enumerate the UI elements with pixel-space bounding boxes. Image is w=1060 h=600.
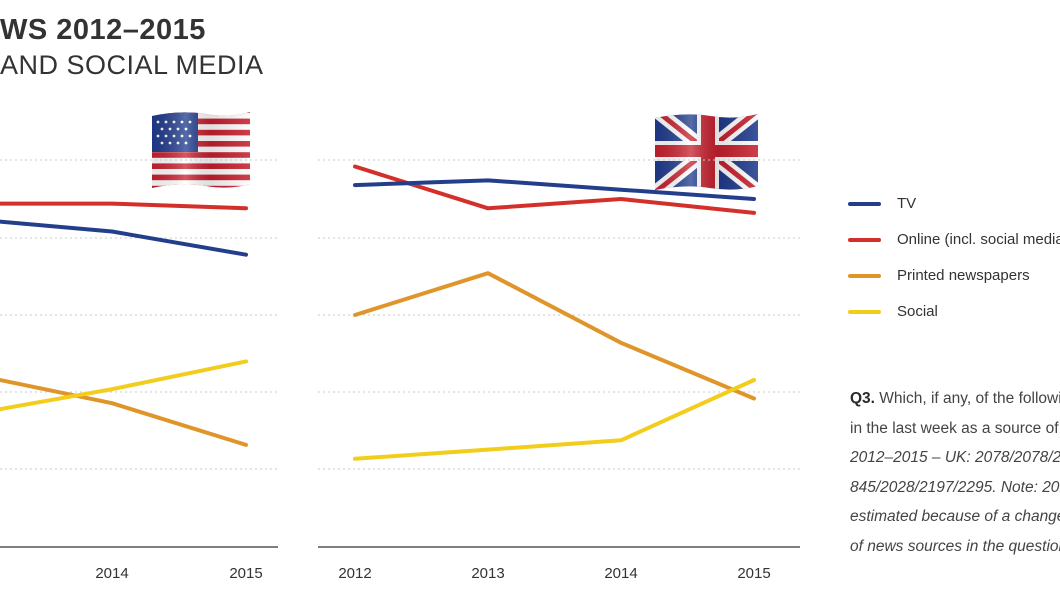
chart-subtitle: AND SOCIAL MEDIA — [0, 50, 264, 80]
uk-tick-label-2012: 2012 — [338, 565, 371, 582]
uk-series-printed — [353, 271, 756, 401]
uk-flag-icon — [655, 114, 758, 190]
legend-swatch-online — [848, 238, 881, 242]
uk-tick-label-2014: 2014 — [604, 565, 637, 582]
legend-label-social: Social — [897, 303, 938, 320]
uk-series-social — [353, 378, 756, 461]
question-text: Which, if any, of the following have you… — [879, 390, 1060, 407]
us-series-tv — [0, 219, 248, 257]
legend-swatch-social — [848, 310, 881, 314]
estimate-note-cont: of news sources in the question. — [850, 537, 1060, 555]
us-line-chart: 2014 2015 — [0, 159, 278, 582]
uk-series-online — [353, 164, 756, 215]
legend-label-tv: TV — [897, 195, 917, 212]
us-series-social — [0, 359, 248, 412]
question-note: Q3. Which, if any, of the following have… — [850, 384, 1060, 561]
uk-line-chart: 2012 2013 2014 2015 — [318, 159, 800, 582]
chart-legend: TV Online (incl. social media) Printed new… — [848, 193, 1060, 337]
legend-swatch-printed — [848, 274, 881, 278]
question-text-cont: in the last week as a source of news? — [850, 419, 1060, 437]
legend-item-online: Online (incl. social media) — [848, 229, 1060, 265]
question-label: Q3. — [850, 390, 875, 407]
us-series-online — [0, 201, 248, 211]
legend-item-printed: Printed newspapers — [848, 265, 1060, 301]
legend-item-tv: TV — [848, 193, 1060, 229]
us-tick-label-2015: 2015 — [229, 565, 262, 582]
us-tick-label-2014: 2014 — [95, 565, 128, 582]
uk-series-tv — [353, 178, 756, 201]
estimate-note: estimated because of a change in the lis… — [850, 508, 1060, 525]
legend-item-social: Social — [848, 301, 1060, 337]
usa-flag-icon — [152, 112, 250, 188]
us-series-printed — [0, 377, 248, 447]
uk-tick-label-2013: 2013 — [471, 565, 504, 582]
uk-tick-label-2015: 2015 — [737, 565, 770, 582]
legend-label-online: Online (incl. social media) — [897, 231, 1060, 248]
chart-title: WS 2012–2015 — [0, 14, 206, 46]
legend-label-printed: Printed newspapers — [897, 267, 1030, 284]
sample-sizes-us: 845/2028/2197/2295. Note: 2013/14 figure… — [850, 478, 1060, 496]
sample-sizes-uk: 2012–2015 – UK: 2078/2078/2082/2149, US: — [850, 449, 1060, 466]
legend-swatch-tv — [848, 202, 881, 206]
